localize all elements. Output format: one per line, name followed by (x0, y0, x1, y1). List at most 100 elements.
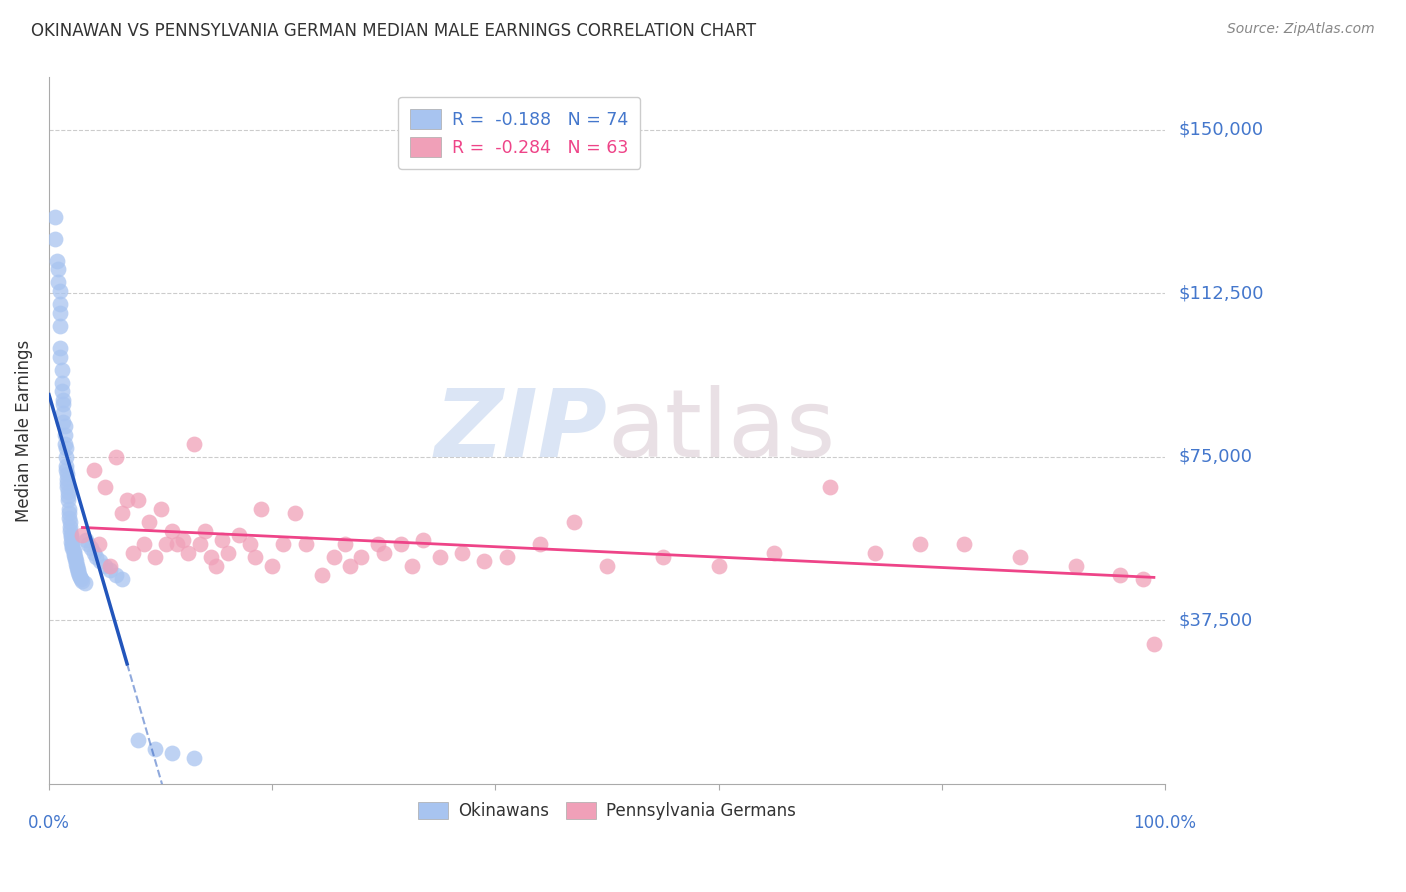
Point (333, 537, 356, 551)
Point (273, 537, 295, 551)
Point (51, 362, 73, 376)
Point (429, 550, 451, 565)
Point (62, 548, 84, 562)
Point (58, 507, 80, 521)
Point (77, 537, 100, 551)
Y-axis label: Median Male Earnings: Median Male Earnings (15, 340, 32, 522)
Point (183, 750, 205, 764)
Point (49, 350, 72, 364)
Point (66, 558, 89, 573)
Point (62, 546, 84, 560)
Point (58, 511, 80, 525)
Point (56, 480, 79, 494)
Point (104, 567, 127, 582)
Point (62, 541, 84, 556)
Text: $112,500: $112,500 (1180, 285, 1264, 302)
Text: $37,500: $37,500 (1180, 611, 1253, 630)
Point (155, 537, 177, 551)
Point (49, 297, 72, 311)
Point (94, 558, 117, 573)
Point (1143, 637, 1166, 651)
Point (1109, 567, 1132, 582)
Point (98, 558, 121, 573)
Point (472, 554, 495, 568)
Point (51, 376, 73, 390)
Point (262, 558, 284, 573)
Text: atlas: atlas (607, 384, 835, 476)
Point (56, 489, 79, 503)
Point (389, 537, 412, 551)
Point (58, 502, 80, 516)
Point (127, 493, 149, 508)
Point (70, 572, 93, 586)
Point (217, 546, 239, 560)
Point (562, 515, 585, 529)
Point (44, 210, 66, 224)
Point (245, 550, 267, 565)
Point (56, 484, 79, 499)
Text: 100.0%: 100.0% (1133, 814, 1197, 832)
Point (56, 493, 79, 508)
Point (52, 397, 75, 411)
Point (49, 306, 72, 320)
Point (46, 276, 69, 290)
Point (373, 546, 395, 560)
Point (104, 450, 127, 464)
Point (67, 567, 90, 582)
Point (69, 570, 91, 584)
Point (83, 463, 105, 477)
Point (66, 563, 89, 577)
Point (53, 428, 76, 442)
Point (52, 406, 75, 420)
Point (46, 262, 69, 277)
Point (94, 480, 117, 494)
Text: ZIP: ZIP (434, 384, 607, 476)
Point (56, 472, 79, 486)
Point (55, 463, 77, 477)
Point (143, 550, 166, 565)
Point (412, 533, 434, 547)
Point (53, 436, 76, 450)
Point (908, 537, 931, 551)
Point (194, 524, 217, 538)
Point (188, 537, 211, 551)
Point (239, 537, 262, 551)
Point (115, 493, 138, 508)
Text: 0.0%: 0.0% (28, 814, 70, 832)
Point (166, 537, 188, 551)
Point (72, 574, 94, 588)
Point (89, 554, 111, 568)
Point (132, 537, 155, 551)
Point (56, 475, 79, 490)
Point (953, 537, 976, 551)
Point (283, 507, 305, 521)
Point (53, 419, 76, 434)
Point (818, 480, 841, 494)
Legend: Okinawans, Pennsylvania Germans: Okinawans, Pennsylvania Germans (411, 794, 804, 829)
Point (56, 467, 79, 482)
Point (52, 415, 75, 429)
Point (1064, 558, 1087, 573)
Point (707, 558, 730, 573)
Point (121, 546, 143, 560)
Point (49, 284, 72, 298)
Point (183, 436, 205, 450)
Point (59, 515, 82, 529)
Point (49, 318, 72, 333)
Point (49, 341, 72, 355)
Point (596, 558, 619, 573)
Point (65, 557, 87, 571)
Point (63, 550, 86, 565)
Point (1008, 550, 1031, 565)
Point (495, 550, 517, 565)
Text: OKINAWAN VS PENNSYLVANIA GERMAN MEDIAN MALE EARNINGS CORRELATION CHART: OKINAWAN VS PENNSYLVANIA GERMAN MEDIAN M… (31, 22, 756, 40)
Point (89, 537, 111, 551)
Point (149, 502, 172, 516)
Point (83, 546, 105, 560)
Point (52, 393, 75, 408)
Text: Source: ZipAtlas.com: Source: ZipAtlas.com (1227, 22, 1375, 37)
Point (62, 537, 84, 551)
Point (172, 533, 194, 547)
Point (143, 742, 166, 756)
Point (84, 550, 107, 565)
